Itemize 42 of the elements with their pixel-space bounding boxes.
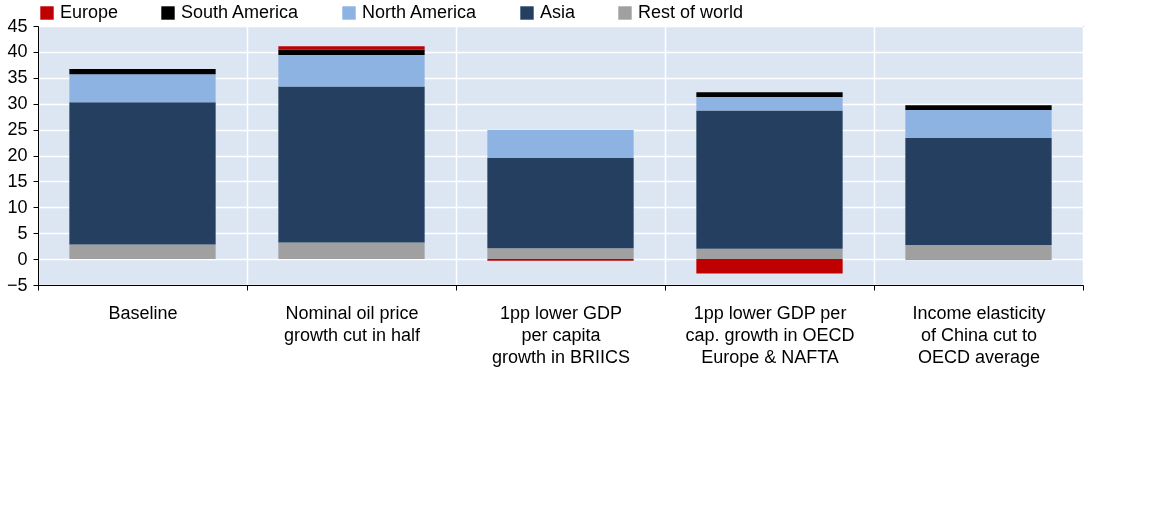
bar	[487, 158, 634, 249]
y-tick-label: 30	[7, 93, 28, 114]
bar	[278, 49, 425, 56]
y-tick-label: 10	[7, 196, 28, 217]
bar	[696, 92, 843, 97]
y-tick-label: 0	[17, 248, 28, 269]
bar	[696, 110, 843, 249]
bar	[905, 105, 1052, 110]
y-tick-label: 5	[17, 222, 28, 243]
x-tick-label: 1pp lower GDP per cap. growth in OECD Europe & NAFTA	[685, 302, 855, 367]
bar	[487, 130, 634, 159]
bar	[696, 248, 843, 260]
bar	[278, 242, 425, 260]
legend-label: Rest of world	[638, 2, 744, 22]
bar	[278, 86, 425, 243]
bar	[487, 248, 634, 260]
x-tick-label: Baseline	[108, 302, 178, 323]
legend-label: Europe	[60, 2, 119, 22]
y-tick-label: 45	[7, 15, 28, 36]
legend-label: Asia	[540, 2, 576, 22]
y-tick-label: 40	[7, 41, 28, 62]
y-tick-label: 35	[7, 67, 28, 88]
legend-label: South America	[181, 2, 300, 22]
bar	[69, 102, 216, 245]
bar	[696, 96, 843, 111]
x-tick-label: Nominal oil price growth cut in half	[283, 302, 422, 345]
legend-label: North America	[362, 2, 478, 22]
x-tick-label: Income elasticity of China cut to OECD average	[912, 302, 1046, 367]
bar	[69, 244, 216, 260]
x-tick-label: 1pp lower GDP per capita growth in BRIICS	[491, 302, 631, 367]
bar	[69, 68, 216, 75]
y-tick-label: 15	[7, 170, 28, 191]
y-tick-label: −5	[6, 274, 28, 295]
bar	[905, 109, 1052, 138]
bar	[905, 137, 1052, 246]
bar	[905, 245, 1052, 260]
y-tick-label: 25	[7, 119, 28, 140]
bar	[696, 259, 843, 274]
bar	[69, 74, 216, 103]
y-tick-label: 20	[7, 145, 28, 165]
bar	[278, 46, 425, 50]
bar	[278, 55, 425, 87]
